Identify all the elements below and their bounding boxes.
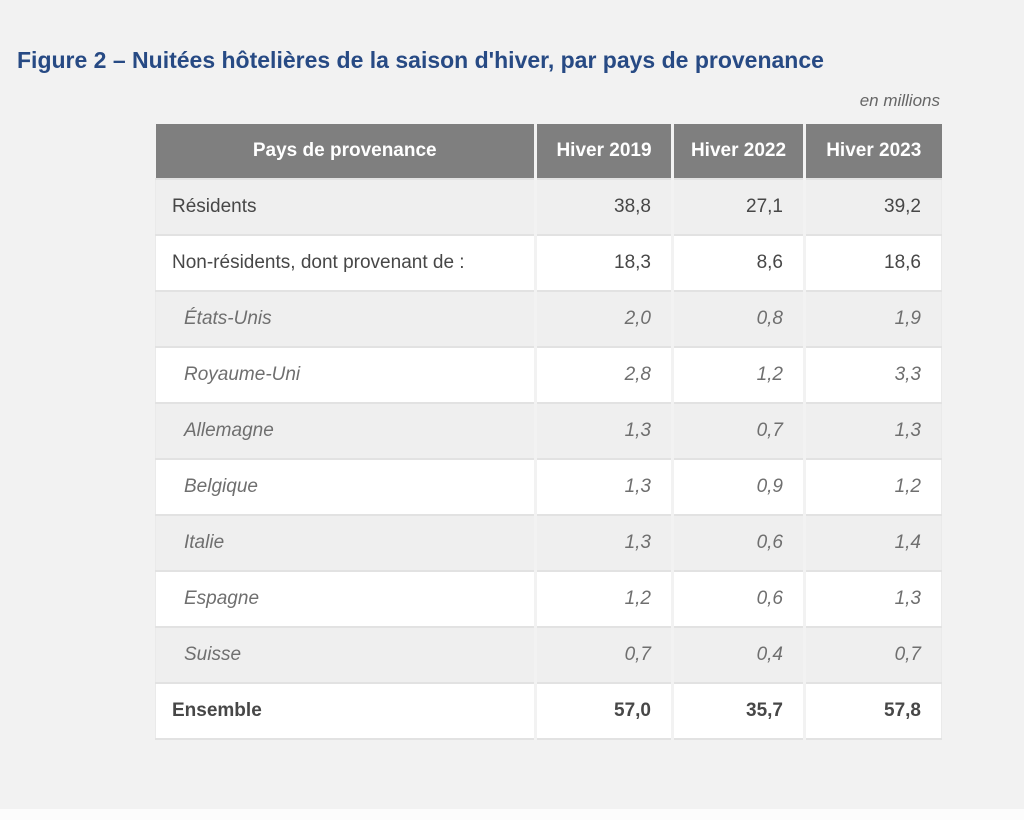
value-cell: 0,7 <box>671 402 805 459</box>
column-header-hiver-2019: Hiver 2019 <box>534 124 673 179</box>
value-cell: 1,3 <box>534 514 673 571</box>
value-cell: 2,0 <box>534 290 673 347</box>
row-label-cell: Résidents <box>155 178 536 235</box>
value-cell: 57,0 <box>534 682 673 739</box>
value-cell: 27,1 <box>671 178 805 235</box>
value-cell: 3,3 <box>803 346 942 403</box>
value-cell: 1,4 <box>803 514 942 571</box>
value-cell: 1,3 <box>803 402 942 459</box>
row-label-cell: Suisse <box>155 626 536 683</box>
value-cell: 1,3 <box>534 402 673 459</box>
value-cell: 18,6 <box>803 234 942 291</box>
table-row: Résidents 38,8 27,1 39,2 <box>155 178 942 235</box>
row-label-cell: Belgique <box>155 458 536 515</box>
table-row: Royaume-Uni 2,8 1,2 3,3 <box>155 346 942 403</box>
value-cell: 1,2 <box>803 458 942 515</box>
table-row: Suisse 0,7 0,4 0,7 <box>155 626 942 683</box>
table-row: Belgique 1,3 0,9 1,2 <box>155 458 942 515</box>
unit-note: en millions <box>859 91 940 110</box>
table-row: États-Unis 2,0 0,8 1,9 <box>155 290 942 347</box>
value-cell: 1,3 <box>534 458 673 515</box>
value-cell: 0,7 <box>803 626 942 683</box>
value-cell: 0,8 <box>671 290 805 347</box>
page: { "page": { "background_color": "#f2f2f2… <box>0 45 1024 820</box>
page-bottom-edge <box>0 809 1024 820</box>
value-cell: 0,9 <box>671 458 805 515</box>
row-label-cell: Allemagne <box>155 402 536 459</box>
column-header-pays: Pays de provenance <box>155 124 536 179</box>
row-label-cell: Ensemble <box>155 682 536 739</box>
value-cell: 1,3 <box>803 570 942 627</box>
table-row: Italie 1,3 0,6 1,4 <box>155 514 942 571</box>
row-label-cell: Italie <box>155 514 536 571</box>
table-row: Non-résidents, dont provenant de :18,3 8,… <box>155 234 942 291</box>
value-cell: 1,9 <box>803 290 942 347</box>
value-cell: 38,8 <box>534 178 673 235</box>
value-cell: 0,4 <box>671 626 805 683</box>
row-label-cell: Espagne <box>155 570 536 627</box>
row-label-cell: Non-résidents, dont provenant de : <box>155 234 536 291</box>
table-body: Résidents 38,8 27,1 39,2 Non-résidents, dont… <box>155 178 942 739</box>
row-label-cell: Royaume-Uni <box>155 346 536 403</box>
value-cell: 0,6 <box>671 570 805 627</box>
value-cell: 8,6 <box>671 234 805 291</box>
table-row: Espagne 1,2 0,6 1,3 <box>155 570 942 627</box>
value-cell: 1,2 <box>534 570 673 627</box>
value-cell: 18,3 <box>534 234 673 291</box>
column-header-hiver-2023: Hiver 2023 <box>803 124 942 179</box>
value-cell: 2,8 <box>534 346 673 403</box>
value-cell: 35,7 <box>671 682 805 739</box>
table-header-row: Pays de provenance Hiver 2019 Hiver 2022… <box>155 124 942 179</box>
value-cell: 0,7 <box>534 626 673 683</box>
figure-title: Figure 2 – Nuitées hôtelières de la sais… <box>17 47 824 73</box>
data-table: Pays de provenance Hiver 2019 Hiver 2022… <box>155 124 942 740</box>
table-row: Allemagne 1,3 0,7 1,3 <box>155 402 942 459</box>
value-cell: 57,8 <box>803 682 942 739</box>
row-label-cell: États-Unis <box>155 290 536 347</box>
column-header-hiver-2022: Hiver 2022 <box>671 124 805 179</box>
value-cell: 0,6 <box>671 514 805 571</box>
value-cell: 1,2 <box>671 346 805 403</box>
value-cell: 39,2 <box>803 178 942 235</box>
table-row: Ensemble 57,0 35,7 57,8 <box>155 682 942 739</box>
